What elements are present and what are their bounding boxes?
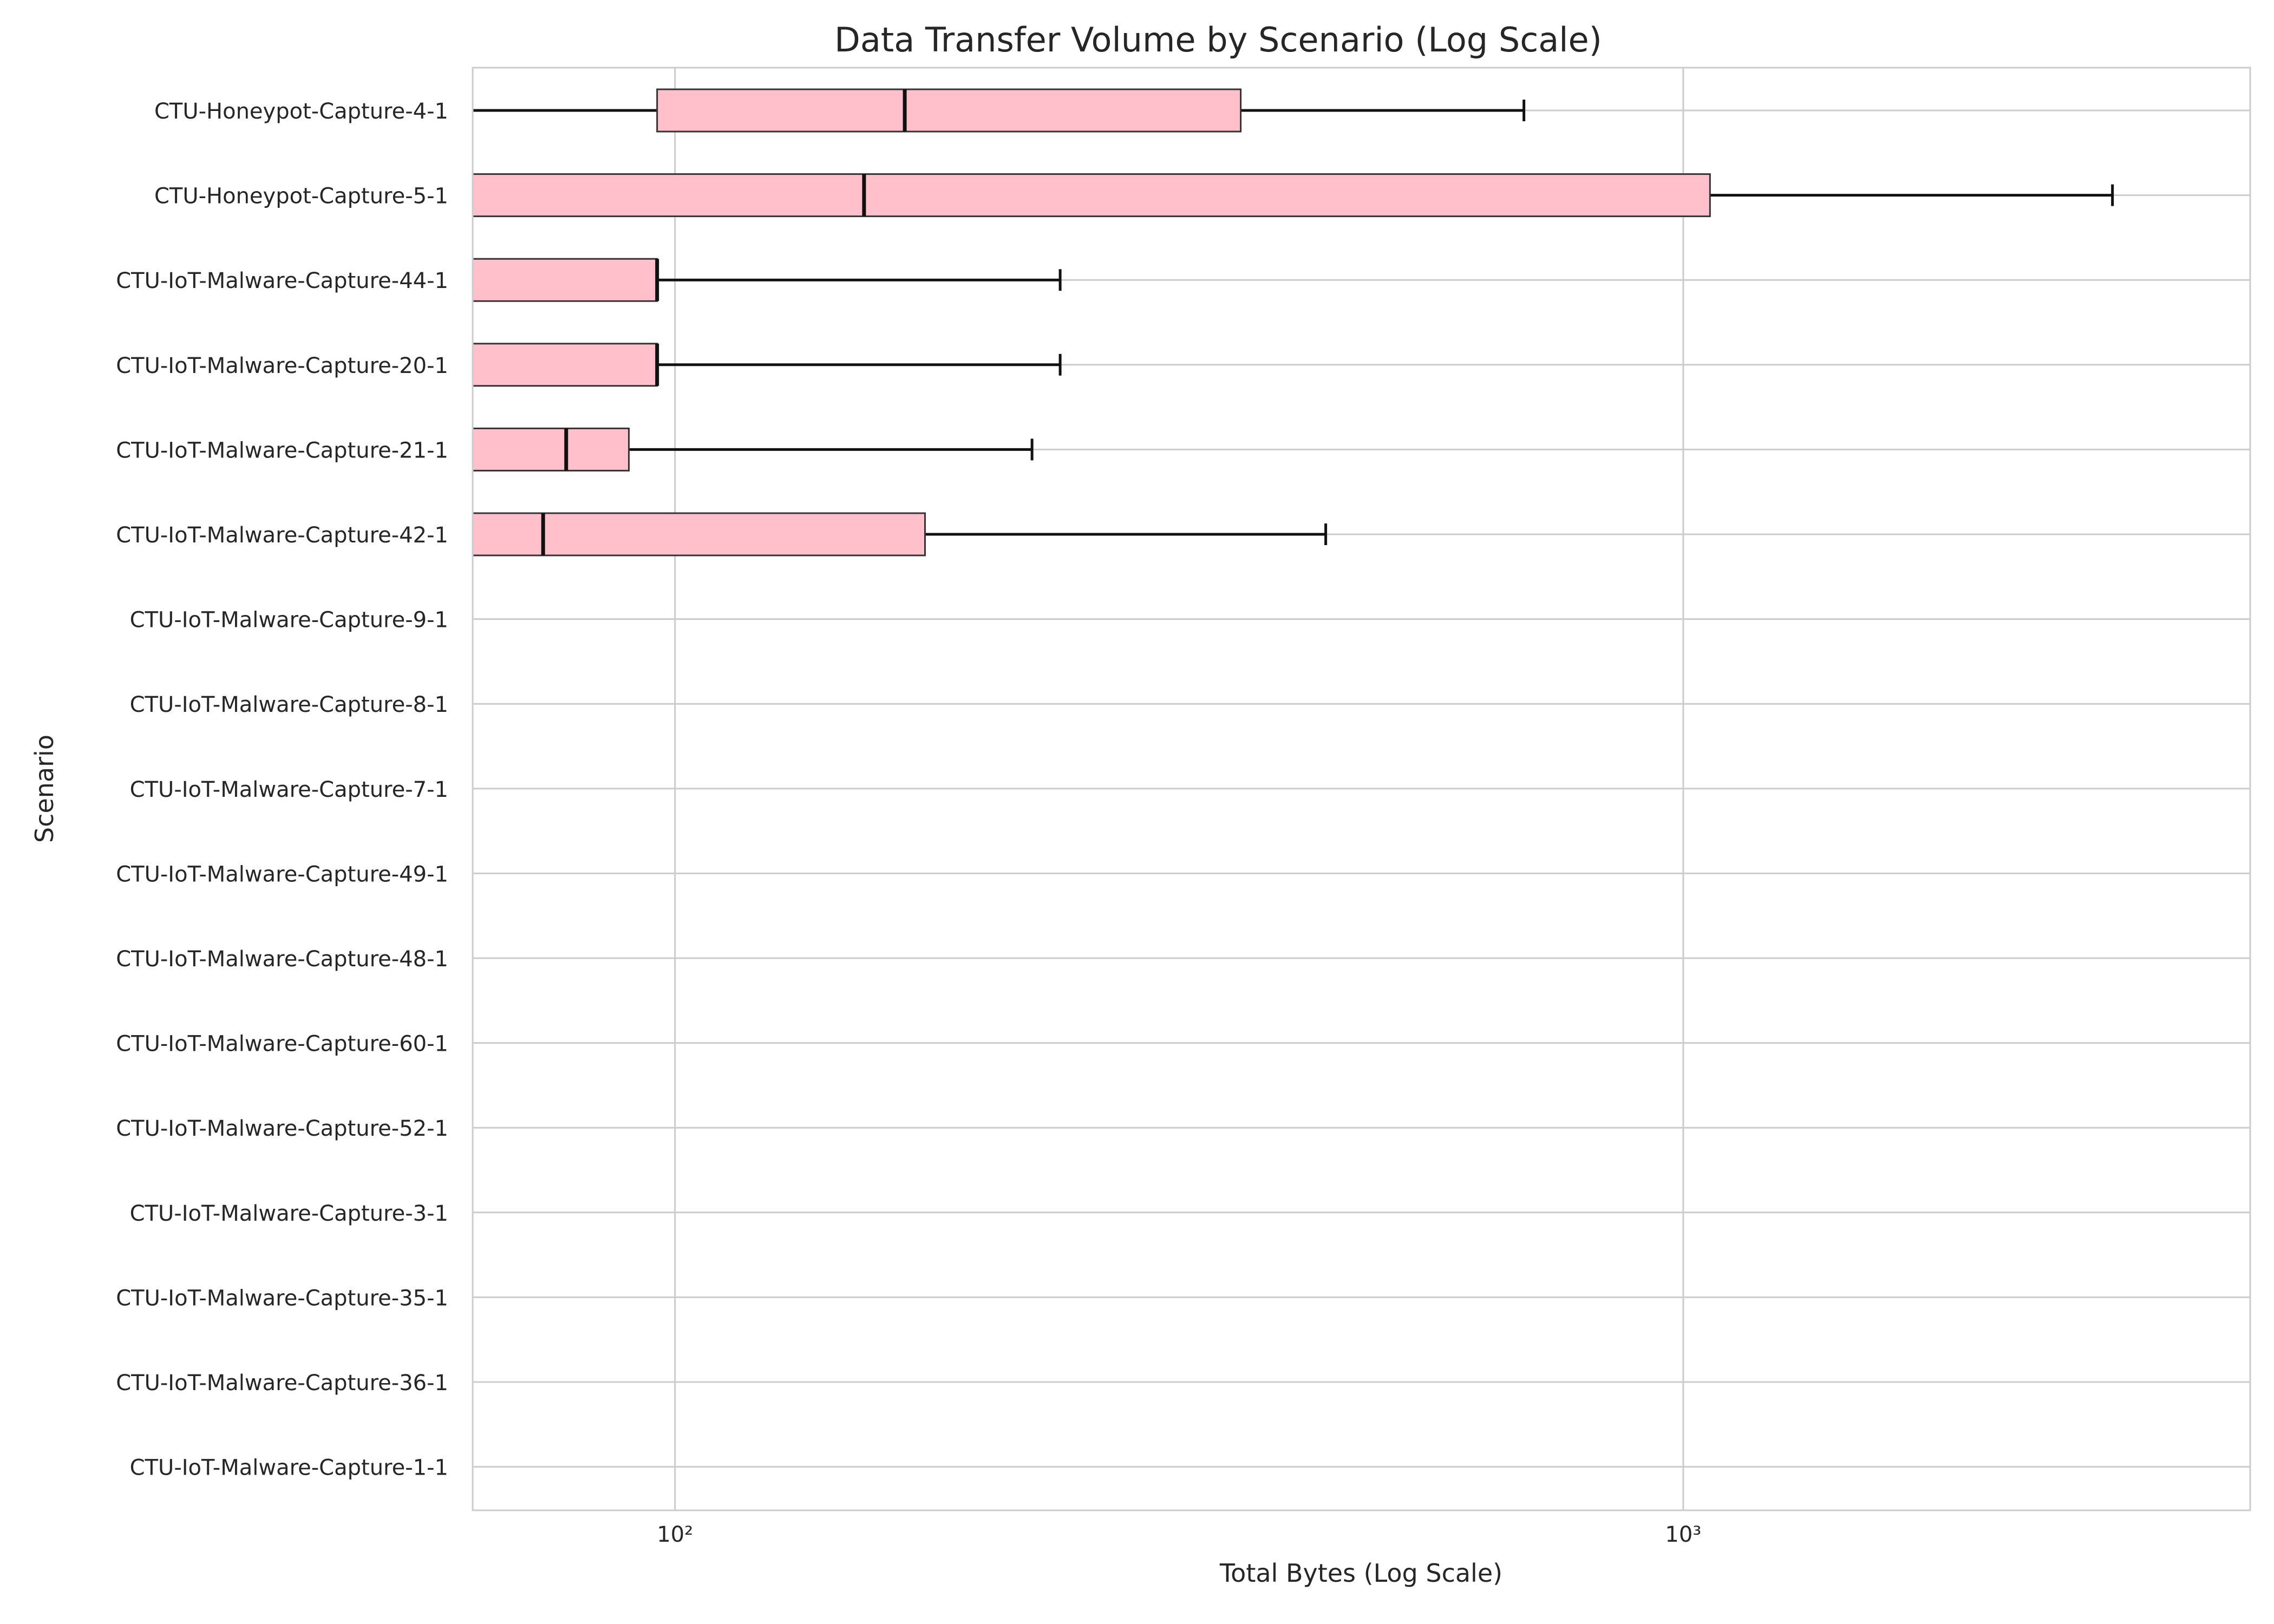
y-tick-label: CTU-IoT-Malware-Capture-42-1 <box>116 523 448 548</box>
box-item <box>472 173 2114 218</box>
box-item <box>472 512 1328 556</box>
x-tick-label: 10³ <box>1665 1522 1701 1547</box>
box-item <box>473 88 1526 133</box>
y-tick-label: CTU-IoT-Malware-Capture-49-1 <box>116 862 448 887</box>
box-item <box>472 258 1062 302</box>
box-iqr <box>472 258 658 302</box>
y-tick-label: CTU-IoT-Malware-Capture-9-1 <box>130 608 448 633</box>
y-tick-label: CTU-IoT-Malware-Capture-48-1 <box>116 947 448 972</box>
box-iqr <box>472 512 926 556</box>
plot-frame <box>472 67 2251 1511</box>
y-tick-label: CTU-IoT-Malware-Capture-1-1 <box>130 1456 448 1481</box>
y-tick-label: CTU-Honeypot-Capture-4-1 <box>154 99 448 124</box>
box-iqr <box>656 88 1242 133</box>
y-tick-labels: CTU-Honeypot-Capture-4-1 CTU-Honeypot-Cap… <box>116 99 448 1481</box>
y-tick-label: CTU-IoT-Malware-Capture-52-1 <box>116 1116 448 1141</box>
y-axis-label: Scenario <box>30 735 59 843</box>
box-item <box>472 427 1034 472</box>
y-tick-label: CTU-IoT-Malware-Capture-60-1 <box>116 1032 448 1057</box>
box-item <box>472 343 1062 387</box>
y-tick-label: CTU-IoT-Malware-Capture-7-1 <box>130 777 448 802</box>
y-tick-label: CTU-IoT-Malware-Capture-21-1 <box>116 438 448 463</box>
x-tick-label: 10² <box>657 1522 693 1547</box>
y-tick-label: CTU-IoT-Malware-Capture-35-1 <box>116 1286 448 1311</box>
y-tick-label: CTU-IoT-Malware-Capture-8-1 <box>130 692 448 717</box>
y-tick-label: CTU-Honeypot-Capture-5-1 <box>154 184 448 209</box>
box-iqr <box>472 343 658 387</box>
x-axis-label: Total Bytes (Log Scale) <box>1219 1558 1502 1588</box>
box-iqr <box>472 173 1711 218</box>
chart-title: Data Transfer Volume by Scenario (Log Sc… <box>834 20 1602 60</box>
grid-lines <box>473 68 2250 1510</box>
x-tick-labels: 10² 10³ <box>657 1522 1701 1547</box>
box-iqr <box>472 427 630 472</box>
y-tick-label: CTU-IoT-Malware-Capture-36-1 <box>116 1371 448 1396</box>
y-tick-label: CTU-IoT-Malware-Capture-44-1 <box>116 269 448 293</box>
y-tick-label: CTU-IoT-Malware-Capture-20-1 <box>116 353 448 378</box>
y-tick-label: CTU-IoT-Malware-Capture-3-1 <box>130 1201 448 1226</box>
box-series <box>472 88 2114 556</box>
